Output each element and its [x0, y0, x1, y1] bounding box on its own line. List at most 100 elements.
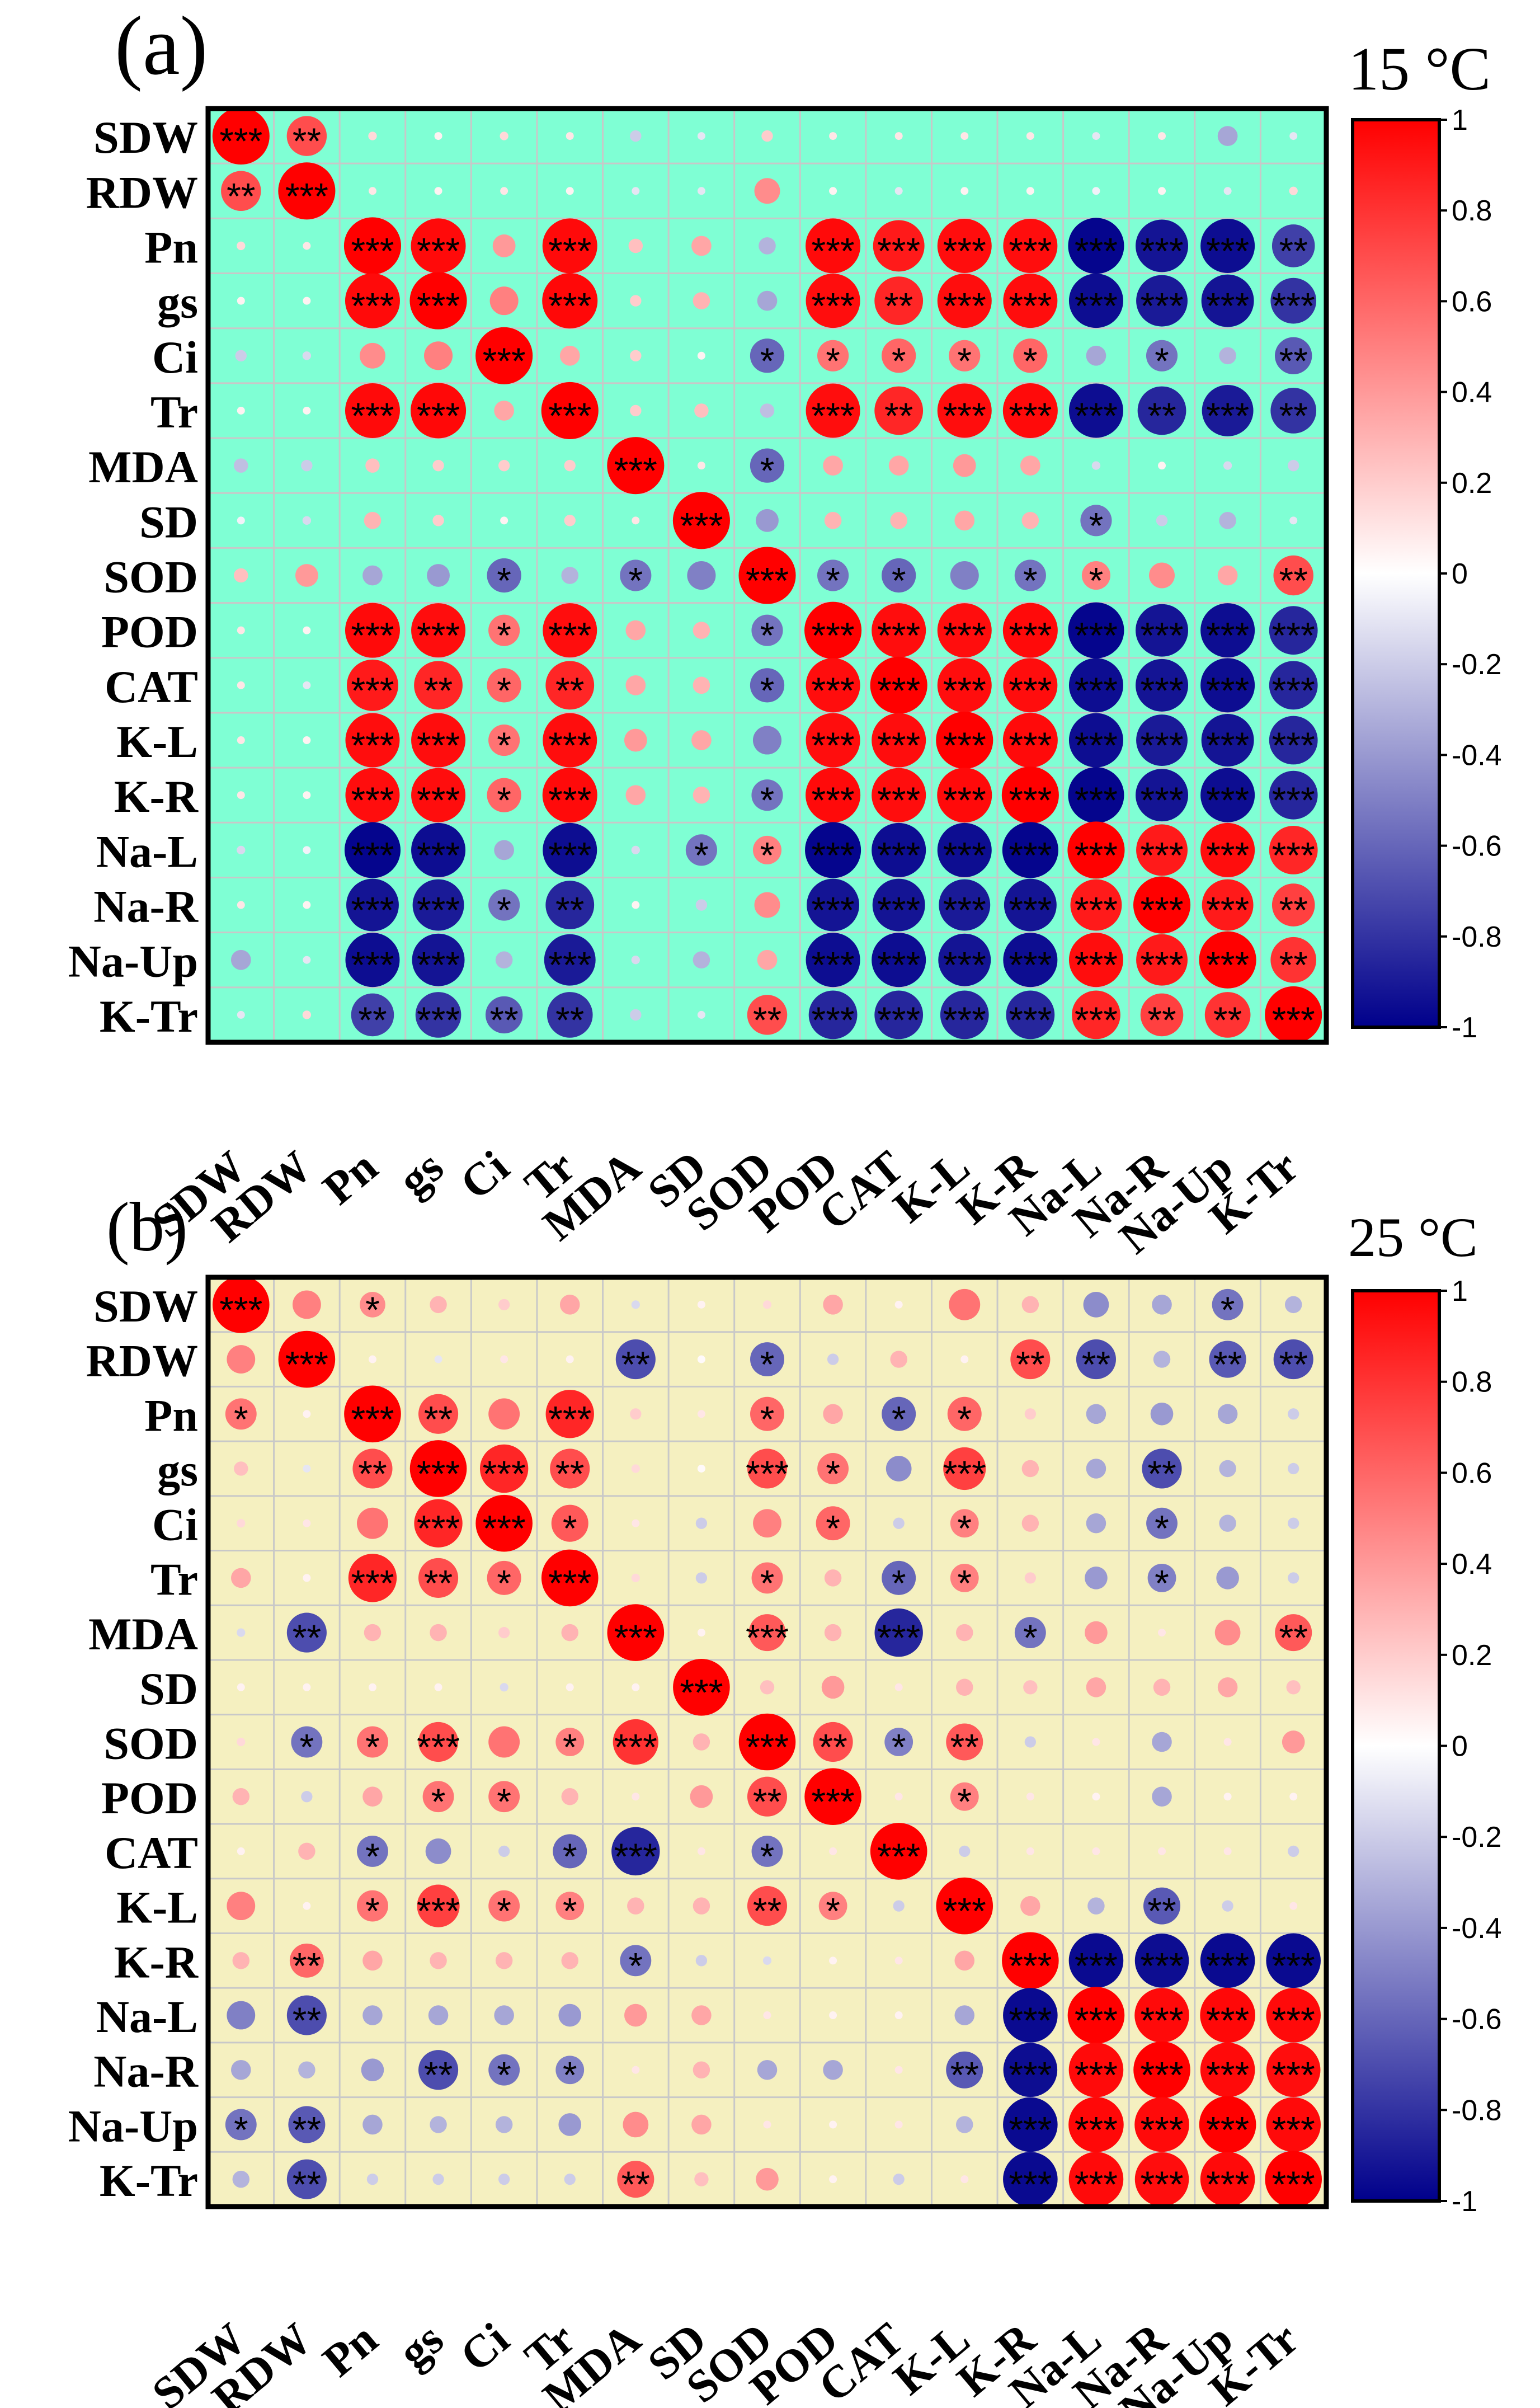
panel-a-cell-MDA-K-R: [1020, 455, 1040, 476]
panel-a-cell-Ci-gs: [424, 341, 453, 370]
panel-a-cell-gs-Na-L: [1068, 274, 1123, 328]
panel-a-row-label: K-R: [114, 771, 199, 822]
panel-b-sig-K-Tr-K-R: ***: [1009, 2164, 1052, 2205]
panel-a-cell-CAT-SOD: [750, 668, 785, 703]
panel-a-cell-Na-Up-CAT: [872, 933, 926, 987]
panel-b-cell-SD-RDW: [303, 1683, 311, 1691]
panel-b-sig-SOD-RDW: *: [300, 1727, 314, 1768]
panel-b-cell-SOD-RDW: [291, 1726, 323, 1758]
panel-b-cell-SD-CAT: [894, 1683, 903, 1691]
panel-a-cell-MDA-Ci: [498, 459, 510, 472]
panel-b-row-label: Na-L: [96, 1991, 198, 2042]
panel-b-sig-RDW-RDW: ***: [285, 1344, 328, 1385]
panel-a-cell-Na-Up-K-Tr: [1270, 937, 1317, 983]
panel-b-cell-K-L-Na-R: [1143, 1887, 1181, 1925]
panel-a-cell-POD-Na-L: [1068, 602, 1124, 659]
panel-a-sig-Na-L-Pn: ***: [351, 834, 394, 876]
panel-a-sig-SOD-Ci: *: [497, 560, 511, 601]
panel-b-sig-MDA-K-Tr: **: [1279, 1617, 1308, 1658]
panel-b-cell-SDW-CAT: [894, 1300, 903, 1309]
panel-a-sig-K-Tr-POD: ***: [812, 999, 855, 1041]
panel-b-cell-K-Tr-Pn: [366, 2173, 379, 2185]
panel-b-cell-Na-R-gs: [418, 2050, 459, 2090]
panel-b-cell-SDW-SD: [697, 1300, 705, 1309]
panel-b-cell-SDW-gs: [430, 1296, 447, 1314]
panel-a-sig-gs-gs: ***: [417, 285, 460, 327]
panel-a-cell-K-L-gs: [411, 713, 466, 768]
panel-a-cell-Tr-SD: [694, 403, 709, 418]
panel-a-sig-K-L-Pn: ***: [351, 725, 394, 766]
panel-a-cell-Na-Up-POD: [806, 933, 860, 987]
panel-b-cell-K-R-Pn: [362, 1950, 383, 1971]
panel-a-cell-Ci-Na-L: [1086, 345, 1106, 366]
panel-b-colorbar-tick-label: 0.8: [1452, 1366, 1492, 1399]
panel-a-sig-K-R-gs: ***: [417, 779, 460, 821]
panel-b-cell-Na-Up-Tr: [558, 2113, 582, 2136]
panel-a-cell-SD-SDW: [237, 516, 245, 525]
panel-a-cell-Tr-SDW: [237, 406, 245, 415]
panel-b-cell-Pn-CAT: [882, 1396, 916, 1431]
panel-b-sig-Na-R-Na-R: ***: [1140, 2054, 1183, 2096]
panel-a-cell-gs-Ci: [489, 286, 519, 316]
panel-b-cell-Pn-Na-Up: [1217, 1404, 1238, 1424]
panel-a-sig-Na-R-POD: ***: [812, 890, 855, 931]
panel-a-col-label: Pn: [313, 1141, 387, 1214]
panel-a-sig-Na-Up-K-R: ***: [1009, 944, 1052, 986]
panel-a-cell-SDW-Na-Up: [1217, 126, 1238, 146]
panel-b-sig-RDW-K-Tr: **: [1279, 1344, 1308, 1385]
panel-b-cell-SD-SOD: [760, 1680, 775, 1695]
panel-a-cell-Ci-Na-Up: [1219, 347, 1236, 365]
panel-b-sig-K-L-Pn: *: [365, 1890, 380, 1932]
panel-a-cell-SOD-CAT: [882, 558, 916, 593]
panel-a-sig-K-Tr-CAT: ***: [877, 999, 920, 1041]
panel-b-cell-CAT-SD: [697, 1847, 705, 1855]
panel-b-cell-gs-SDW: [234, 1461, 248, 1476]
panel-b-row-label: MDA: [88, 1609, 198, 1659]
panel-b-cell-POD-MDA: [632, 1793, 640, 1801]
panel-a-sig-K-Tr-K-R: ***: [1009, 999, 1052, 1041]
panel-b-sig-SOD-POD: **: [818, 1727, 847, 1768]
panel-a-cell-K-R-gs: [411, 768, 466, 822]
panel-b-cell-Na-Up-RDW: [288, 2106, 326, 2143]
panel-b-sig-Tr-Ci: *: [497, 1562, 511, 1603]
panel-a-cell-Ci-Na-R: [1146, 340, 1178, 371]
panel-a-row-label: Ci: [152, 332, 198, 383]
panel-b-sig-Pn-SOD: *: [760, 1398, 775, 1440]
panel-b-cell-RDW-RDW: [278, 1330, 336, 1388]
panel-a-cell-SOD-Ci: [487, 558, 521, 593]
panel-b-cell-SOD-K-R: [1024, 1736, 1037, 1748]
panel-a-sig-CAT-POD: ***: [812, 670, 855, 711]
panel-b-cell-K-L-K-R: [1020, 1896, 1040, 1916]
panel-a-matrix: *** **** ****** *** *** *** *** *** *** *** *** ***…: [68, 106, 1329, 1263]
panel-b-cell-SDW-Pn: [360, 1291, 385, 1318]
panel-b-cell-CAT-gs: [425, 1838, 451, 1864]
panel-a-sig-gs-K-L: ***: [943, 285, 986, 327]
panel-a-cell-K-R-SOD: [751, 779, 783, 811]
panel-b-sig-K-L-Tr: *: [563, 1890, 577, 1932]
panel-a-sig-Pn-POD: ***: [812, 230, 855, 271]
panel-a-cell-gs-K-L: [937, 274, 992, 328]
panel-b-row-label: Na-R: [93, 2046, 199, 2097]
panel-a-cell-CAT-Na-R: [1136, 659, 1188, 712]
panel-b-cell-Na-L-Na-L: [1067, 1987, 1125, 2044]
panel-b-cell-Ci-SOD: [753, 1509, 781, 1538]
panel-b-cell-SD-MDA: [632, 1683, 640, 1691]
panel-a-sig-Na-R-Na-L: ***: [1075, 890, 1118, 931]
panel-a-row-label: K-L: [116, 716, 198, 767]
panel-b-cell-POD-SOD: [747, 1776, 788, 1817]
panel-b-cell-RDW-K-R: [1010, 1339, 1051, 1380]
panel-a-cell-Ci-RDW: [302, 351, 312, 360]
panel-b-cell-gs-POD: [817, 1453, 849, 1484]
panel-a-cell-Na-R-Na-R: [1133, 876, 1191, 934]
panel-a-cell-RDW-SDW: [221, 171, 261, 211]
panel-b-row-label: Na-Up: [68, 2100, 198, 2151]
panel-a-cell-K-R-MDA: [625, 785, 646, 806]
panel-b-sig-Pn-SDW: *: [234, 1398, 248, 1440]
panel-a-colorbar-tick-label: 0.4: [1452, 377, 1492, 409]
panel-b-cell-Na-Up-MDA: [623, 2111, 649, 2138]
panel-a-cell-SDW-SDW: [212, 107, 270, 165]
panel-b-cell-Tr-SD: [695, 1572, 708, 1584]
panel-a-cell-SDW-RDW: [286, 116, 327, 156]
panel-a-sig-K-Tr-Pn: **: [358, 999, 387, 1041]
panel-a-cell-SD-MDA: [632, 516, 640, 525]
